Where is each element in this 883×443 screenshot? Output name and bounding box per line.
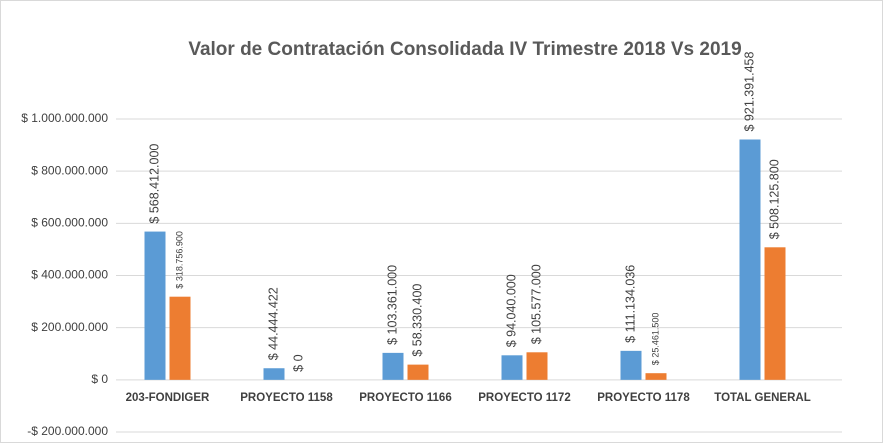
data-label: $ 921.391.458 xyxy=(742,52,756,132)
bar xyxy=(645,373,667,380)
data-label: $ 105.577.000 xyxy=(529,264,543,344)
bar xyxy=(169,296,191,380)
y-tick-label: $ 600.000.000 xyxy=(31,216,108,230)
data-label: $ 111.134.036 xyxy=(623,265,637,343)
bar xyxy=(739,139,761,380)
bar xyxy=(382,352,404,380)
bar xyxy=(620,350,642,380)
y-tick-label: $ 200.000.000 xyxy=(31,320,108,334)
data-label: $ 44.444.422 xyxy=(266,287,280,360)
y-tick-label: $ 400.000.000 xyxy=(31,268,108,282)
bar xyxy=(407,364,429,380)
x-tick-label: PROYECTO 1178 xyxy=(597,392,690,404)
bar xyxy=(144,231,166,380)
data-label: $ 94.040.000 xyxy=(504,274,518,347)
data-label: $ 568.412.000 xyxy=(147,144,161,224)
x-tick-label: PROYECTO 1158 xyxy=(240,392,333,404)
x-tick-label: PROYECTO 1166 xyxy=(359,392,451,404)
y-tick-label: $ 1.000.000.000 xyxy=(21,111,108,125)
data-label: $ 58.330.400 xyxy=(410,284,424,357)
bar xyxy=(501,355,523,380)
bar xyxy=(263,368,285,380)
x-tick-label: TOTAL GENERAL xyxy=(714,392,810,404)
x-tick-label: 203-FONDIGER xyxy=(126,392,210,404)
y-tick-label: $ 0 xyxy=(91,372,108,386)
y-tick-label: -$ 200.000.000 xyxy=(27,424,108,438)
data-label: $ 103.361.000 xyxy=(385,265,399,345)
data-label: $ 508.125.800 xyxy=(767,159,781,239)
chart-title: Valor de Contratación Consolidada IV Tri… xyxy=(188,39,741,60)
bar xyxy=(764,247,786,380)
y-tick-label: $ 800.000.000 xyxy=(31,163,108,177)
data-label: $ 0 xyxy=(291,354,305,371)
data-label: $ 318.756.900 xyxy=(174,231,184,289)
bar xyxy=(526,352,548,380)
data-label: $ 25.461.500 xyxy=(650,313,660,366)
x-tick-label: PROYECTO 1172 xyxy=(478,392,570,404)
